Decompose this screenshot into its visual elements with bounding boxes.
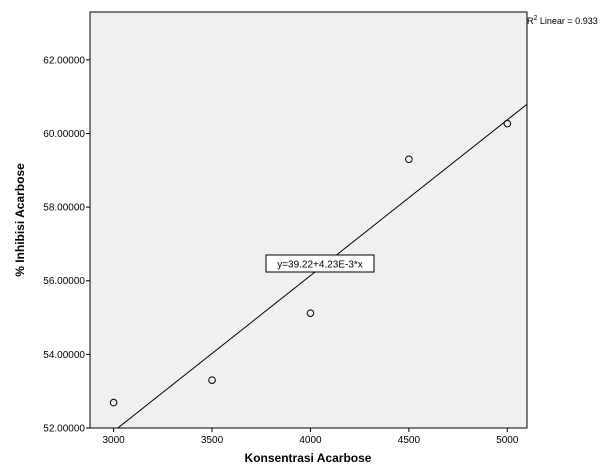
- r2-suffix: Linear = 0.933: [537, 16, 597, 26]
- equation-box: y=39.22+4.23E-3*x: [265, 254, 375, 273]
- x-tick-label: 4500: [398, 435, 421, 446]
- x-tick-label: 5000: [496, 435, 519, 446]
- y-tick-label: 62.00000: [43, 55, 85, 66]
- equation-label: y=39.22+4.23E-3*x: [277, 260, 363, 271]
- x-tick-label: 3500: [201, 435, 224, 446]
- data-points: [109, 119, 512, 407]
- r2-superscript: 2: [534, 15, 538, 22]
- r2-label: R2 Linear = 0.933: [527, 15, 598, 26]
- r2-prefix: R: [527, 16, 534, 26]
- y-tick-label: 52.00000: [43, 424, 85, 435]
- y-tick-label: 56.00000: [43, 276, 85, 287]
- x-tick-label: 3000: [102, 435, 125, 446]
- data-point-3: [306, 309, 315, 317]
- data-point-5: [503, 119, 512, 128]
- regression-line: [117, 103, 527, 428]
- y-tick-label: 58.00000: [43, 203, 85, 214]
- y-axis-title: % Inhibisi Acarbose: [13, 163, 27, 277]
- x-axis: 3000 3500 4000 4500 5000: [102, 428, 519, 446]
- plot-area: [89, 11, 528, 429]
- x-tick-label: 4000: [299, 435, 322, 446]
- x-axis-title: Konsentrasi Acarbose: [245, 451, 372, 465]
- y-tick-label: 54.00000: [43, 350, 85, 361]
- y-axis: 52.00000 54.00000 56.00000 58.00000 60.00000…: [43, 55, 90, 435]
- y-tick-label: 60.00000: [43, 129, 85, 140]
- data-point-1: [109, 398, 118, 407]
- data-point-4: [405, 155, 413, 164]
- data-point-2: [208, 376, 216, 384]
